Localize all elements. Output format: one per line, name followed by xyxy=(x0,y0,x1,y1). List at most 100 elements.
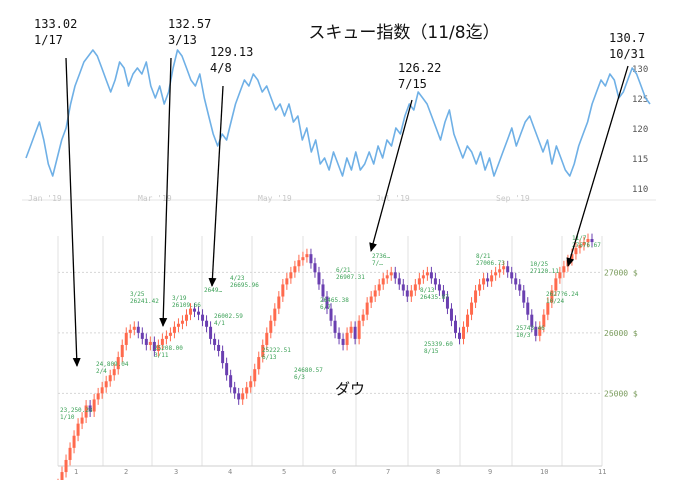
dow-candle-body xyxy=(506,266,510,273)
dow-point-label: 26002.59 xyxy=(214,313,243,320)
dow-candle-body xyxy=(453,320,457,333)
dow-candle-body xyxy=(128,329,132,333)
dow-candle-body xyxy=(433,278,437,285)
dow-candle-body xyxy=(156,344,160,351)
dow-candle-body xyxy=(401,284,405,291)
arrow-2 xyxy=(159,57,172,327)
dow-candle-body xyxy=(409,290,413,297)
dow-candle-body xyxy=(474,290,478,303)
dow-candle-body xyxy=(88,405,92,412)
dow-candles xyxy=(57,233,594,484)
dow-point-label: 6/13 xyxy=(262,354,277,361)
dow-candle-body xyxy=(546,302,550,315)
dow-candle-body xyxy=(221,351,225,364)
dow-candle-body xyxy=(345,332,349,345)
dow-candle-body xyxy=(502,266,506,270)
dow-candle-body xyxy=(285,278,289,285)
dow-point-label: 4/1 xyxy=(214,320,225,327)
dow-candle-body xyxy=(381,278,385,285)
arrow-3 xyxy=(208,85,224,287)
skew-y-tick-label: 120 xyxy=(632,125,648,135)
peak-date: 3/13 xyxy=(168,33,197,47)
dow-point-label: 26435.87 xyxy=(420,294,449,301)
dow-candle-body xyxy=(526,302,530,315)
dow-candle-body xyxy=(582,242,586,246)
dow-candle-body xyxy=(385,275,389,279)
dow-x-tick-label: 6 xyxy=(332,468,336,476)
dow-candle-body xyxy=(361,314,365,321)
dow-candle-body xyxy=(562,266,566,273)
dow-candle-body xyxy=(68,447,72,460)
dow-point-label: 8/21 xyxy=(476,253,491,260)
dow-point-label: 26109.66 xyxy=(172,302,201,309)
skew-index-chart: 110 115 120 125 130 Jan '19 Mar '19 May '19 Jul… xyxy=(22,49,656,203)
dow-candle-body xyxy=(229,375,233,388)
peak-date: 1/17 xyxy=(34,33,63,47)
dow-candle-body xyxy=(277,296,281,309)
dow-candle-body xyxy=(445,296,449,309)
dow-candle-body xyxy=(84,405,88,418)
dow-point-label: 10/25 xyxy=(530,261,548,268)
dow-point-label: 27676.67 xyxy=(572,242,601,249)
dow-candle-body xyxy=(176,323,180,327)
dow-y-tick-label: 27000 $ xyxy=(604,268,638,277)
dow-candle-body xyxy=(425,272,429,276)
dow-candle-body xyxy=(112,369,116,376)
dow-candle-body xyxy=(160,338,164,345)
dow-candle-body xyxy=(217,344,221,351)
dow-point-label: 2736… xyxy=(372,253,390,260)
dow-candle-body xyxy=(317,272,321,285)
skew-x-tick-label: Sep '19 xyxy=(496,194,530,203)
dow-candle-body xyxy=(429,272,433,279)
dow-point-label: 26695.96 xyxy=(230,282,259,289)
dow-candle-body xyxy=(76,423,80,436)
dow-candle-body xyxy=(100,387,104,394)
skew-y-tick-label: 115 xyxy=(632,155,648,165)
dow-y-tick-label: 26000 $ xyxy=(604,329,638,338)
dow-candle-body xyxy=(209,326,213,339)
dow-candle-body xyxy=(574,248,578,255)
dow-candle-body xyxy=(570,254,574,261)
dow-candle-body xyxy=(325,296,329,309)
dow-point-label: 6/3 xyxy=(294,374,305,381)
dow-candle-body xyxy=(261,344,265,358)
dow-x-tick-label: 9 xyxy=(488,468,492,476)
dow-candle-body xyxy=(213,338,217,345)
dow-point-label: 2/4 xyxy=(96,368,107,375)
skew-y-tick-label: 110 xyxy=(632,185,648,195)
dow-x-tick-label: 2 xyxy=(124,468,128,476)
dow-candle-body xyxy=(108,375,112,382)
dow-point-label: 2649… xyxy=(204,287,222,294)
dow-point-label: 25222.51 xyxy=(262,347,291,354)
dow-label: ダウ xyxy=(335,380,365,398)
dow-candle-body xyxy=(201,314,205,321)
dow-candle-body xyxy=(92,399,96,412)
dow-point-label: 27006.73 xyxy=(476,260,505,267)
dow-point-label: 6/21 xyxy=(336,267,351,274)
dow-candle-body xyxy=(393,272,397,279)
dow-candle-body xyxy=(241,393,245,400)
dow-candle-body xyxy=(205,320,209,327)
dow-point-label: 26241.42 xyxy=(130,298,159,305)
dow-x-tick-label: 5 xyxy=(282,468,286,476)
dow-candle-body xyxy=(421,275,425,279)
dow-candle-body xyxy=(273,308,277,321)
dow-gridlines xyxy=(57,236,603,467)
dow-candle-body xyxy=(522,290,526,303)
dow-candle-body xyxy=(389,272,393,276)
dow-candle-body xyxy=(510,272,514,279)
peak-date: 7/15 xyxy=(398,77,427,91)
dow-point-label: 10/24 xyxy=(546,298,564,305)
dow-candle-body xyxy=(377,284,381,291)
dow-candle-body xyxy=(124,332,128,345)
dow-point-label: 25339.60 xyxy=(424,341,453,348)
dow-x-tick-label: 7 xyxy=(386,468,390,476)
dow-candlestick-chart: 1 2 3 4 5 6 7 8 9 10 11 25000 $ 26000 $ 27000 $ 23,2… xyxy=(57,233,638,484)
dow-candle-body xyxy=(96,393,100,400)
dow-candle-body xyxy=(321,284,325,297)
dow-candle-body xyxy=(554,278,558,291)
skew-x-tick-labels: Jan '19 Mar '19 May '19 Jul '19 Sep '19 xyxy=(28,194,530,203)
